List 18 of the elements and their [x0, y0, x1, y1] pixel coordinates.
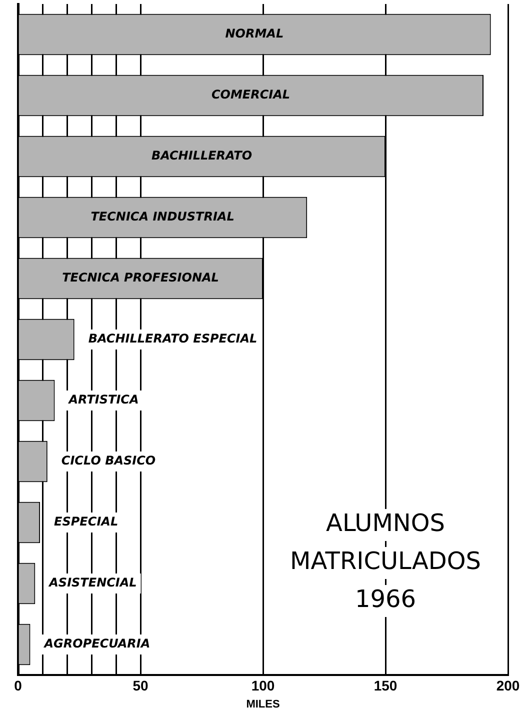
- x-tick-label: 100: [251, 677, 275, 694]
- x-tick-label: 200: [496, 677, 520, 694]
- y-tick-label: NORMAL: [225, 26, 284, 41]
- x-axis-title: MILES: [246, 698, 280, 710]
- y-tick-label: AGROPECUARIA: [43, 636, 150, 651]
- x-tick-label: 150: [374, 677, 398, 694]
- y-tick-label: TECNICA INDUSTRIAL: [90, 210, 234, 224]
- y-tick-label: BACHILLERATO: [151, 148, 252, 163]
- y-tick-label: ESPECIAL: [54, 514, 118, 529]
- y-tick-label: ARTISTICA: [68, 392, 139, 407]
- y-tick-label: COMERCIAL: [211, 88, 290, 102]
- y-tick-label: BACHILLERATO ESPECIAL: [88, 332, 258, 346]
- y-tick-label: ASISTENCIAL: [48, 576, 137, 590]
- y-tick-label: TECNICA PROFESIONAL: [62, 270, 219, 285]
- text: ALUMNOS MATRICULADOS 1966: [290, 509, 481, 614]
- x-tick-label: 50: [132, 677, 148, 694]
- y-tick-label: CICLO BASICO: [61, 454, 156, 468]
- x-tick-label: 0: [14, 677, 22, 694]
